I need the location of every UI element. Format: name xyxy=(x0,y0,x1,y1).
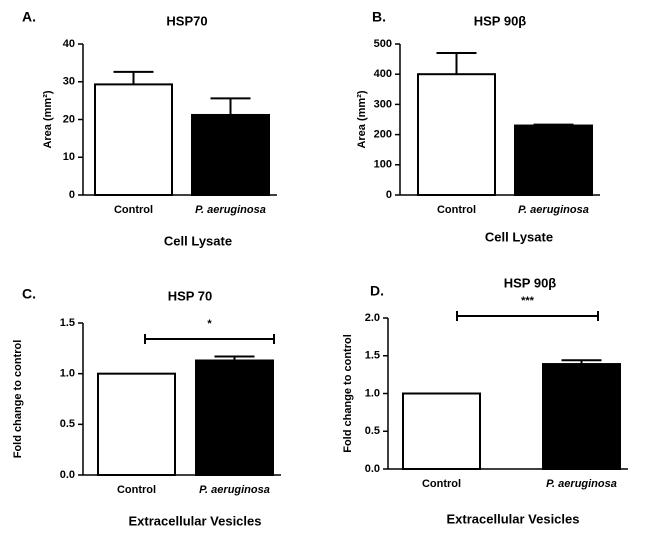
bar xyxy=(402,392,481,470)
y-tick-label: 0.0 xyxy=(60,469,75,481)
chart-title: HSP 70 xyxy=(168,288,213,303)
x-axis-title: Cell Lysate xyxy=(164,233,232,248)
y-tick-label: 0.5 xyxy=(60,418,75,430)
panel-label: D. xyxy=(370,283,384,299)
y-axis-title: Area (mm²) xyxy=(356,90,368,148)
panel-label: A. xyxy=(22,9,36,25)
y-tick-label: 100 xyxy=(374,159,392,171)
y-tick-label: 0 xyxy=(386,189,392,201)
panel-label: C. xyxy=(22,286,36,302)
chart-title: HSP70 xyxy=(166,13,207,28)
y-tick-label: 1.0 xyxy=(365,387,380,399)
y-tick-label: 500 xyxy=(374,38,392,50)
x-tick-label: P. aeruginosa xyxy=(195,204,266,216)
significance-label: *** xyxy=(521,295,535,307)
y-tick-label: 200 xyxy=(374,129,392,141)
bar xyxy=(94,83,173,196)
chart-title: HSP 90β xyxy=(504,275,557,290)
x-axis-title: Extracellular Vesicles xyxy=(447,511,580,526)
bar xyxy=(417,73,496,196)
y-tick-label: 30 xyxy=(63,76,75,88)
y-tick-label: 1.0 xyxy=(60,368,75,380)
y-axis-title: Fold change to control xyxy=(342,334,354,453)
y-tick-label: 300 xyxy=(374,98,392,110)
y-tick-label: 40 xyxy=(63,38,75,50)
bar xyxy=(195,359,274,477)
x-tick-label: Control xyxy=(437,204,476,216)
x-axis-title: Cell Lysate xyxy=(485,229,553,244)
bar xyxy=(514,124,593,196)
x-tick-label: Control xyxy=(114,204,153,216)
y-tick-label: 0 xyxy=(69,189,75,201)
y-tick-label: 0.0 xyxy=(365,463,380,475)
panel-label: B. xyxy=(372,9,386,25)
x-tick-label: Control xyxy=(422,478,461,490)
y-tick-label: 1.5 xyxy=(60,317,75,329)
bar xyxy=(542,363,621,470)
x-tick-label: P. aeruginosa xyxy=(199,484,270,496)
y-tick-label: 20 xyxy=(63,113,75,125)
y-tick-label: 400 xyxy=(374,68,392,80)
y-tick-label: 0.5 xyxy=(365,425,380,437)
x-axis-title: Extracellular Vesicles xyxy=(129,513,262,528)
x-tick-label: P. aeruginosa xyxy=(546,478,617,490)
bar xyxy=(191,113,270,196)
chart-title: HSP 90β xyxy=(474,13,527,28)
x-tick-label: P. aeruginosa xyxy=(518,204,589,216)
y-axis-title: Fold change to control xyxy=(12,340,24,459)
y-tick-label: 2.0 xyxy=(365,312,380,324)
bar xyxy=(97,372,176,476)
y-tick-label: 10 xyxy=(63,151,75,163)
significance-label: * xyxy=(207,318,212,330)
y-axis-title: Area (mm²) xyxy=(42,90,54,148)
x-tick-label: Control xyxy=(117,484,156,496)
y-tick-label: 1.5 xyxy=(365,350,380,362)
